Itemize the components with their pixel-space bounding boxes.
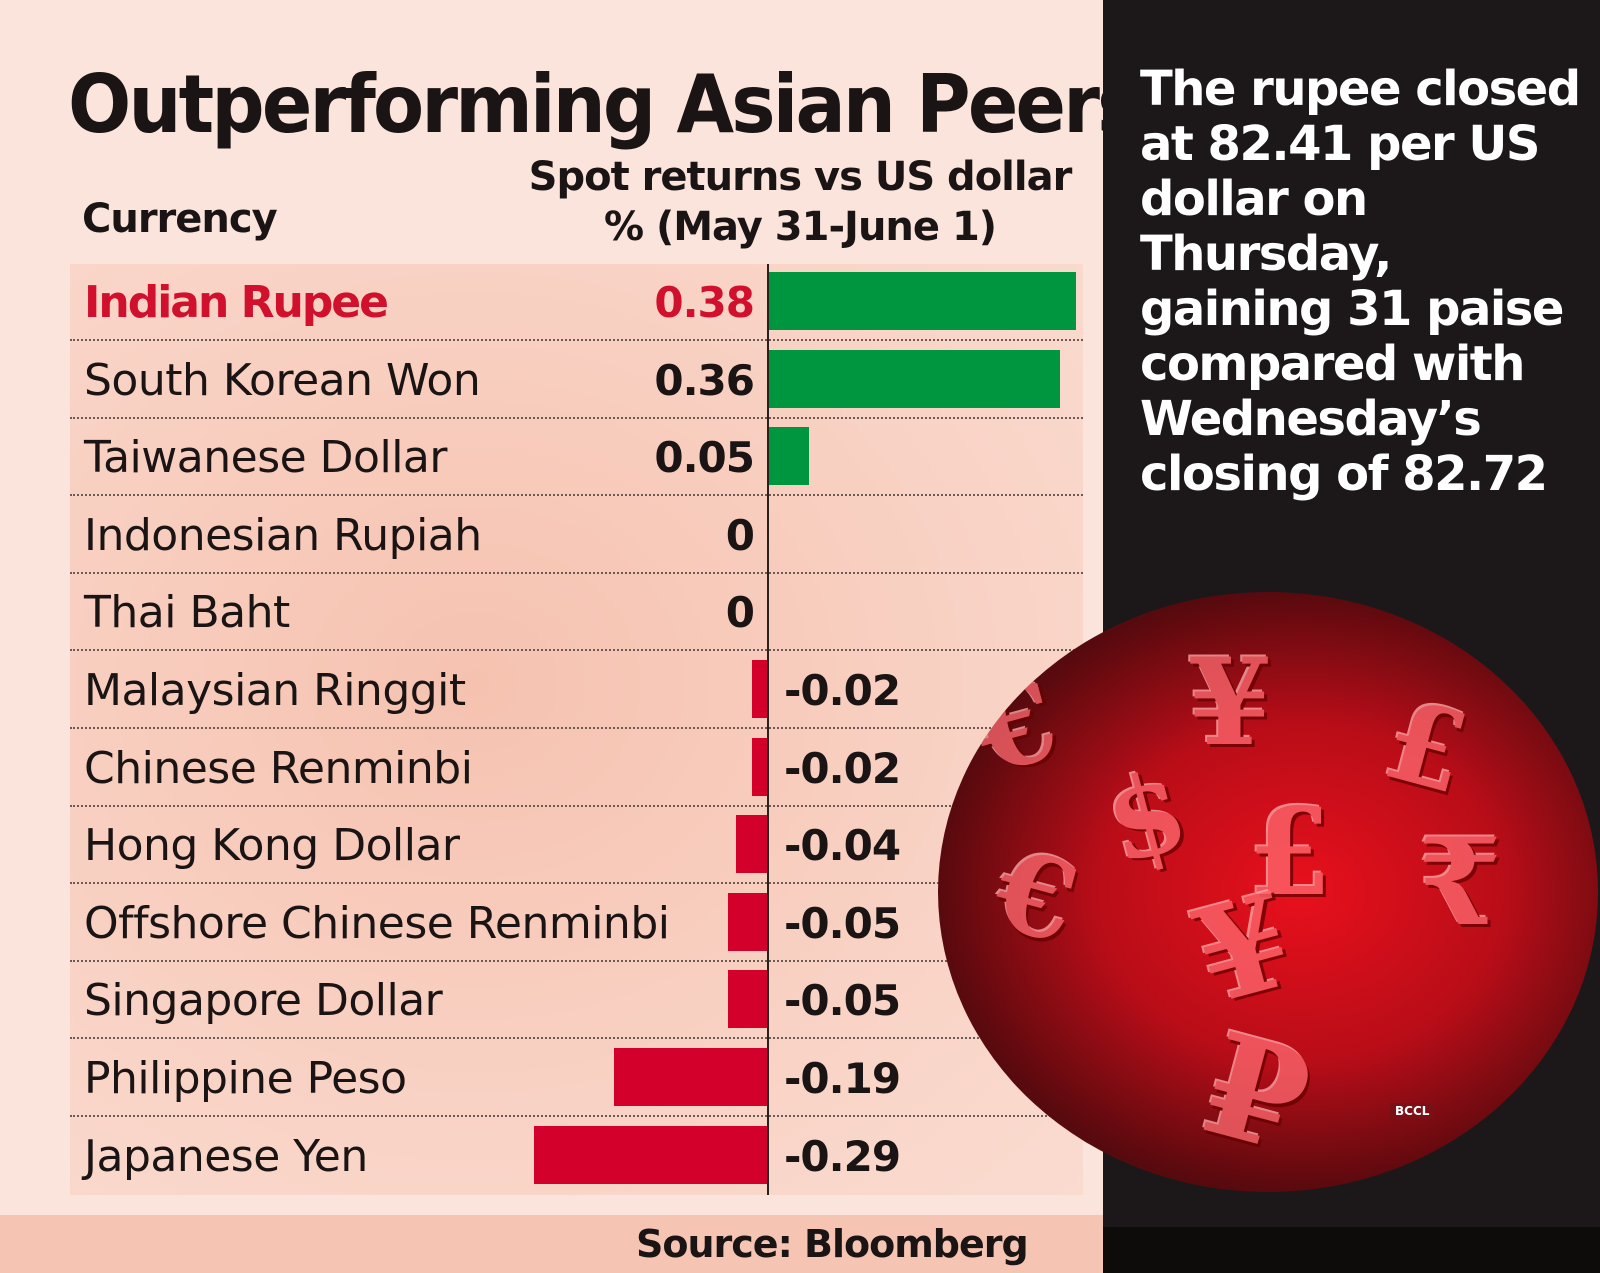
currency-symbols-photo: € ¥ £ $ £ € ¥ ₹ ₽ (938, 592, 1598, 1192)
returns-column-header: Spot returns vs US dollar % (May 31-June… (520, 152, 1080, 252)
positive-bar (769, 272, 1077, 330)
value-label: 0.05 (654, 433, 755, 483)
currency-name: Malaysian Ringgit (84, 665, 466, 716)
currency-column-header: Currency (82, 196, 278, 242)
currency-name: Japanese Yen (84, 1130, 368, 1182)
currency-name: Offshore Chinese Renminbi (84, 897, 670, 949)
negative-bar (735, 815, 768, 874)
value-label: -0.04 (784, 821, 901, 871)
chart-title: Outperforming Asian Peers (68, 58, 1141, 151)
currency-name: Indonesian Rupiah (84, 509, 482, 561)
table-row: South Korean Won 0.36 (70, 342, 1083, 419)
table-row: Indian Rupee 0.38 (70, 264, 1083, 341)
negative-bar (727, 892, 768, 951)
table-row: Chinese Renminbi -0.02 (70, 730, 1083, 807)
photo-credit: BCCL (1390, 1103, 1435, 1119)
currency-symbol-icon: ₽ (1188, 1002, 1325, 1186)
bar-table: Indian Rupee 0.38 South Korean Won 0.36 Taiw… (70, 264, 1083, 1195)
currency-name: Chinese Renminbi (84, 742, 473, 794)
negative-bar (751, 660, 768, 718)
table-row: Philippine Peso -0.19 (70, 1040, 1083, 1117)
currency-name: Hong Kong Dollar (84, 820, 460, 872)
table-row: Thai Baht 0 (70, 574, 1083, 652)
currency-symbol-icon: $ (1092, 744, 1200, 889)
value-label: 0.36 (654, 355, 755, 405)
currency-name: South Korean Won (84, 354, 481, 406)
negative-bar (614, 1048, 768, 1106)
table-row: Hong Kong Dollar -0.04 (70, 807, 1083, 885)
value-label: 0 (725, 588, 755, 638)
table-row: Offshore Chinese Renminbi -0.05 (70, 885, 1083, 962)
positive-bar (769, 349, 1060, 408)
source-note: Source: Bloomberg (636, 1222, 1029, 1266)
value-label: 0 (725, 510, 755, 560)
currency-symbol-icon: € (962, 654, 1070, 799)
currency-symbol-icon: £ (1372, 674, 1480, 819)
zero-axis (767, 264, 769, 1195)
bottom-strip (1103, 1227, 1600, 1273)
negative-bar (727, 970, 768, 1029)
currency-name: Singapore Dollar (84, 975, 443, 1027)
table-row: Indonesian Rupiah 0 (70, 497, 1083, 574)
currency-symbol-icon: £ (1248, 782, 1332, 923)
table-row: Singapore Dollar -0.05 (70, 962, 1083, 1040)
returns-header-line-1: Spot returns vs US dollar (528, 154, 1073, 200)
value-label: 0.38 (654, 278, 755, 327)
source-strip (0, 1215, 1103, 1273)
currency-symbol-icon: ₹ (1418, 812, 1502, 953)
value-label: -0.02 (784, 666, 901, 715)
currency-name: Thai Baht (84, 587, 290, 639)
value-label: -0.29 (784, 1131, 901, 1181)
value-label: -0.05 (784, 976, 901, 1026)
table-row: Malaysian Ringgit -0.02 (70, 652, 1083, 729)
value-label: -0.19 (784, 1054, 901, 1103)
negative-bar (751, 737, 768, 796)
currency-symbol-icon: € (982, 824, 1090, 969)
currency-name: Indian Rupee (84, 277, 389, 328)
currency-symbol-icon: ¥ (1188, 632, 1272, 773)
negative-bar (533, 1125, 768, 1184)
table-row: Taiwanese Dollar 0.05 (70, 419, 1083, 497)
returns-header-line-2: % (May 31-June 1) (603, 204, 997, 250)
positive-bar (769, 427, 810, 486)
currency-name: Philippine Peso (84, 1053, 407, 1104)
value-label: -0.02 (784, 743, 901, 793)
value-label: -0.05 (784, 898, 901, 948)
rupee-note: The rupee closed at 82.41 per US dollar … (1140, 61, 1581, 502)
currency-name: Taiwanese Dollar (84, 432, 447, 484)
table-row: Japanese Yen -0.29 (70, 1118, 1083, 1195)
